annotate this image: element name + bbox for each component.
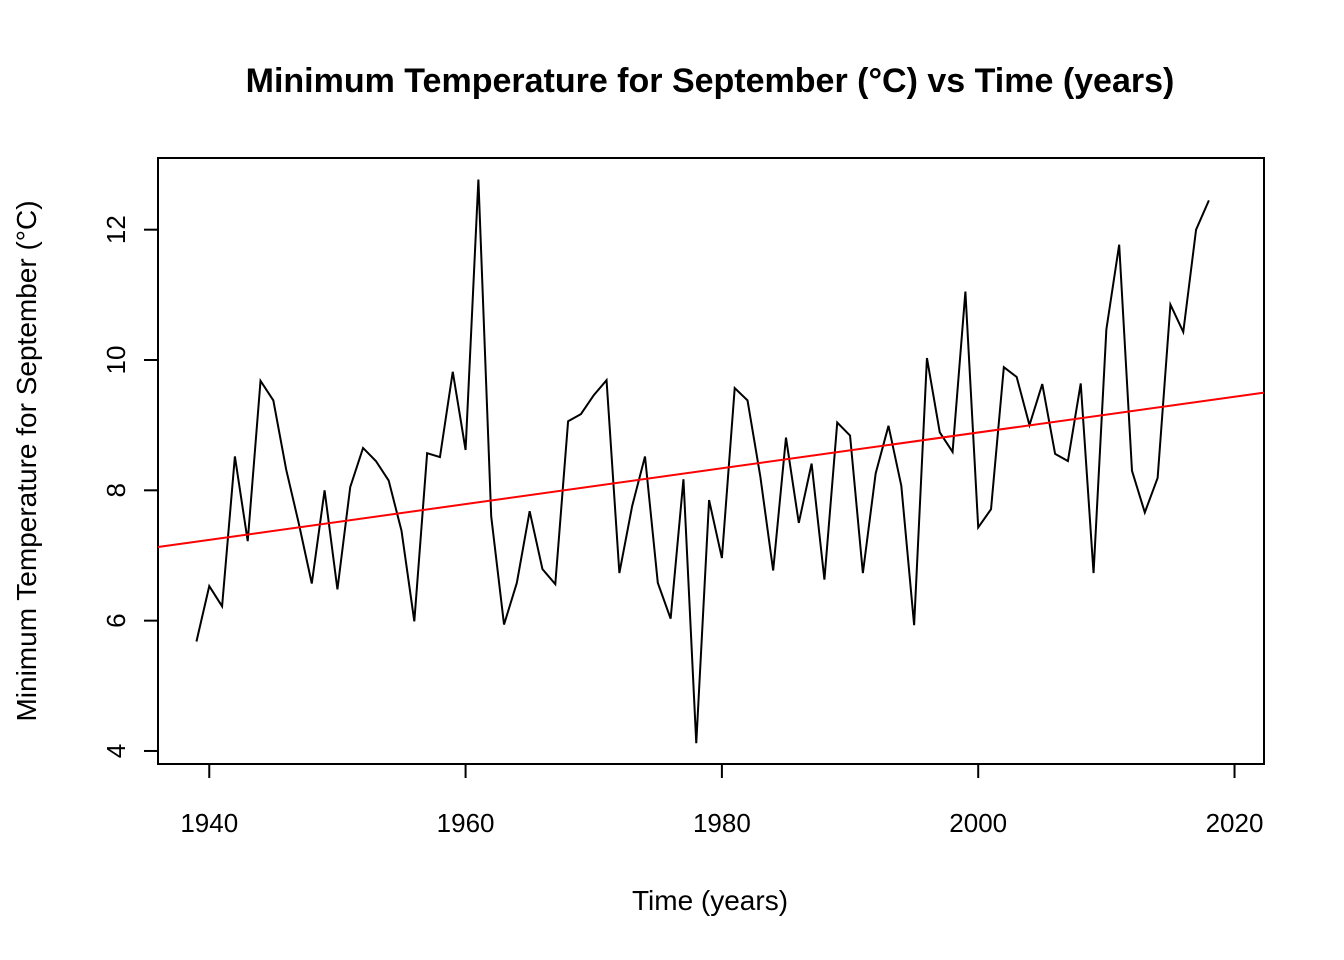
- y-tick-label: 6: [101, 613, 131, 627]
- y-tick-label: 4: [101, 744, 131, 758]
- x-axis: 1940 1960 1980 2000 2020: [180, 763, 1264, 838]
- x-tick-label: 2000: [949, 808, 1007, 838]
- series-line-observed: [195, 179, 1210, 744]
- y-tick-label: 12: [101, 215, 131, 244]
- x-axis-title: Time (years): [632, 885, 788, 916]
- y-axis-title: Minimum Temperature for September (°C): [11, 200, 42, 721]
- x-tick-label: 1980: [693, 808, 751, 838]
- y-tick-label: 10: [101, 346, 131, 375]
- x-tick-label: 2020: [1206, 808, 1264, 838]
- plot-frame: [157, 157, 1265, 765]
- trend-line: [157, 391, 1265, 549]
- chart-title: Minimum Temperature for September (°C) v…: [246, 62, 1175, 100]
- x-tick-label: 1940: [180, 808, 238, 838]
- y-axis: 4 6 8 10 12: [101, 215, 159, 758]
- y-tick-label: 8: [101, 483, 131, 497]
- x-tick-label: 1960: [437, 808, 495, 838]
